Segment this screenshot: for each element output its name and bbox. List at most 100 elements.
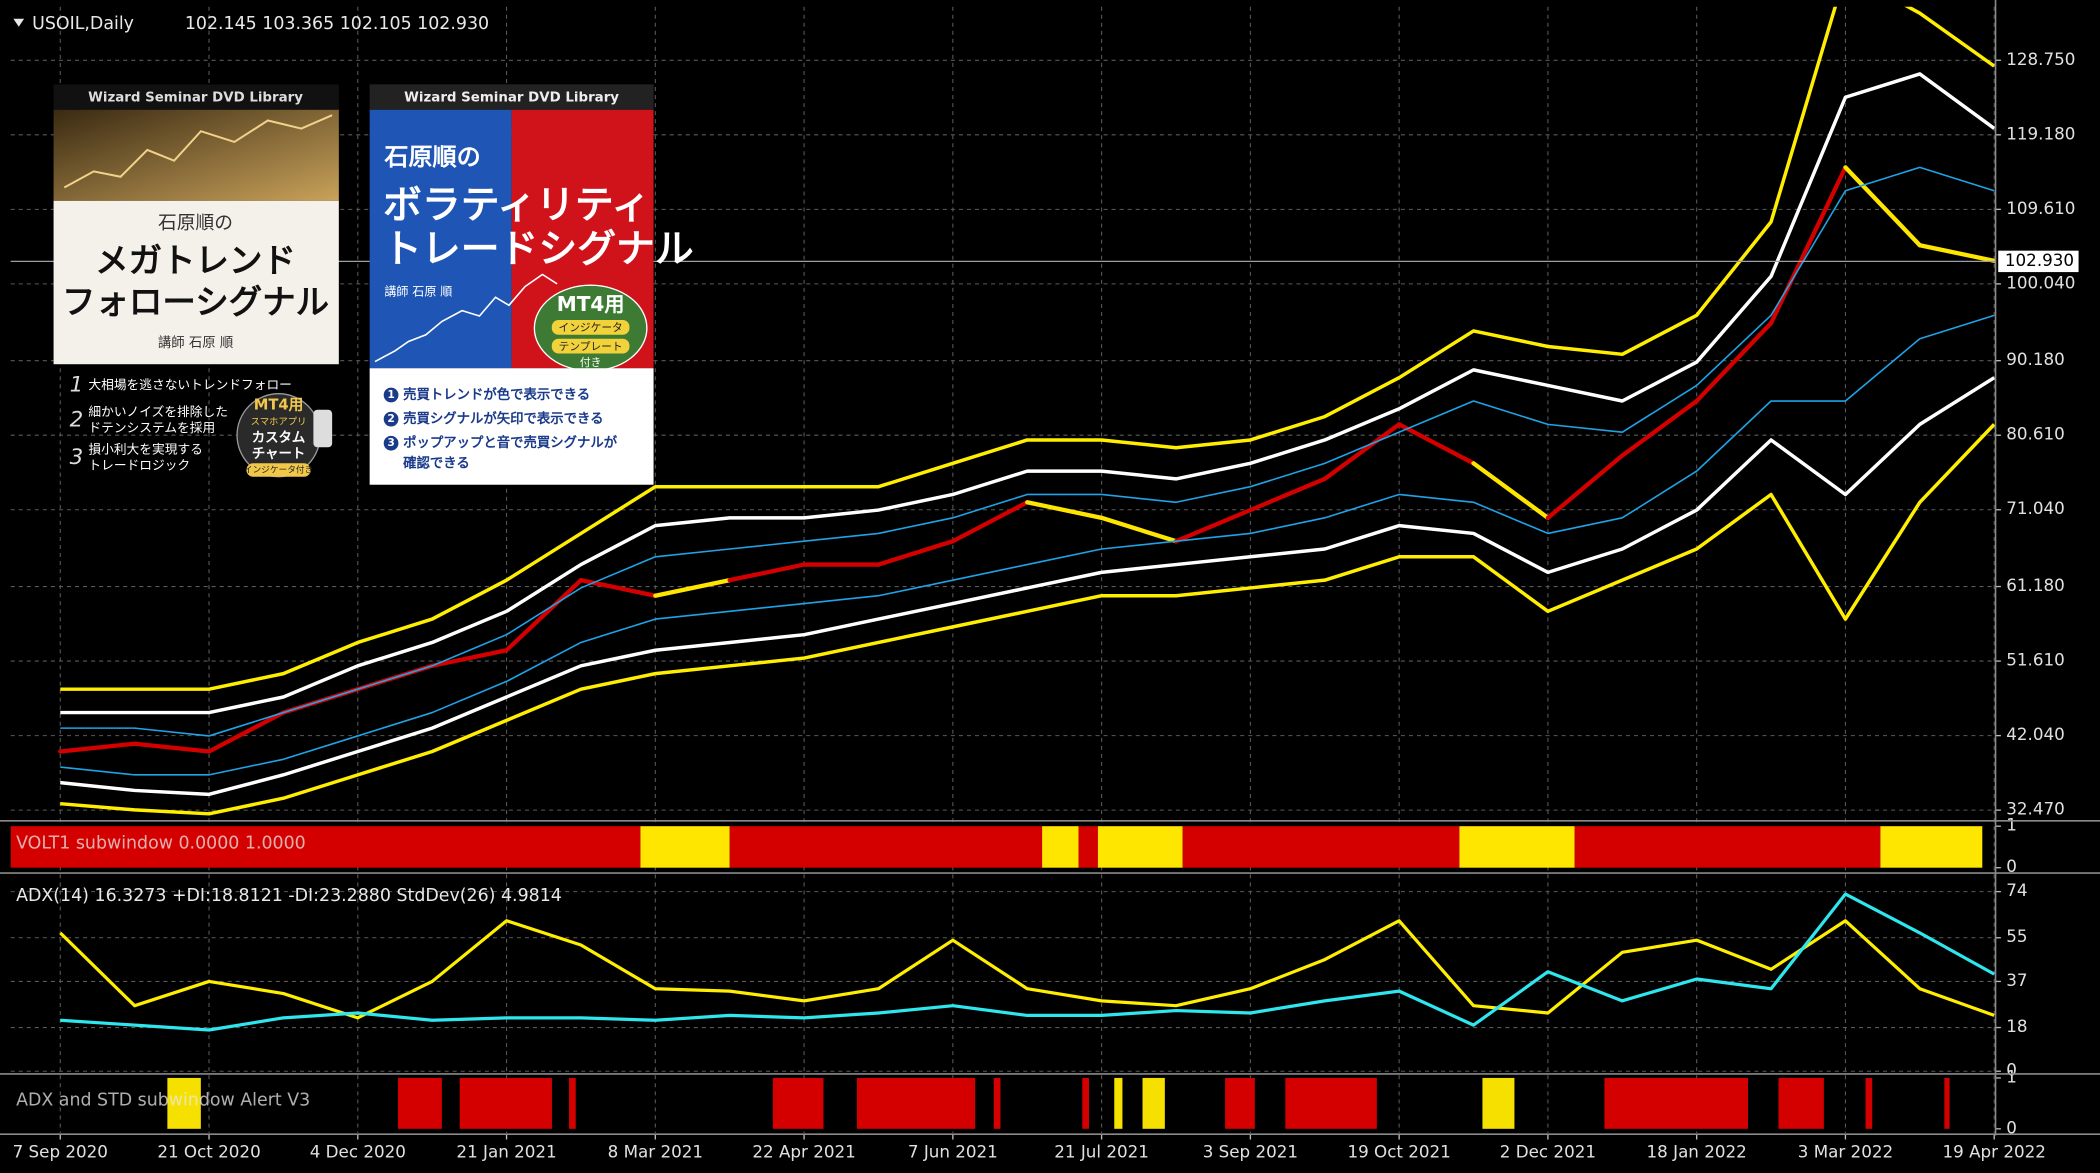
y-tick-label: 32.470 xyxy=(2006,799,2065,819)
signal-block xyxy=(1865,1077,1873,1129)
x-tick-label: 21 Jul 2021 xyxy=(1054,1141,1149,1161)
signal-block xyxy=(1604,1077,1748,1129)
badge-pill xyxy=(246,463,311,477)
signal-block xyxy=(1285,1077,1377,1129)
point-text: 大相場を逃さないトレンドフォロー xyxy=(88,377,292,392)
cover-panel xyxy=(369,368,654,485)
price-segment xyxy=(876,539,955,567)
badge-text: インジケータ付き xyxy=(244,465,314,476)
y-tick-label: 0 xyxy=(2006,1117,2017,1137)
price-segment xyxy=(504,578,584,653)
y-tick-label: 74 xyxy=(2006,880,2027,900)
signal-block xyxy=(856,1077,976,1129)
price-segment xyxy=(1173,507,1253,544)
current-price-label: 102.930 xyxy=(2005,250,2074,270)
point-text: 売買シグナルが矢印で表示できる xyxy=(403,410,603,427)
series-line xyxy=(60,166,1995,737)
price-segment xyxy=(1917,243,1996,263)
ohlc-values: 102.145 103.365 102.105 102.930 xyxy=(185,14,489,34)
y-tick-label: 37 xyxy=(2006,970,2027,990)
cover-title: トレードシグナル xyxy=(383,227,694,272)
y-tick-label: 51.610 xyxy=(2006,650,2065,670)
y-tick-label: 128.750 xyxy=(2006,49,2075,69)
price-segment xyxy=(1545,453,1625,520)
price-segment xyxy=(1768,165,1848,326)
cover-library: Wizard Seminar DVD Library xyxy=(404,91,619,106)
x-tick-label: 7 Sep 2020 xyxy=(13,1141,108,1161)
x-tick-label: 4 Dec 2020 xyxy=(310,1141,406,1161)
x-tick-label: 21 Jan 2021 xyxy=(456,1141,556,1161)
signal-block xyxy=(1574,826,1881,868)
y-tick-label: 119.180 xyxy=(2006,123,2075,143)
series-line xyxy=(60,423,1996,816)
axes-layer: 7 Sep 2020 21 Oct 2020 4 Dec 2020 21 Jan 20… xyxy=(13,49,2079,1161)
dropdown-icon[interactable] xyxy=(13,18,25,27)
x-tick-label: 22 Apr 2021 xyxy=(752,1141,855,1161)
point-number: 3 xyxy=(387,436,394,449)
point-text: 確認できる xyxy=(403,454,470,471)
signal-block xyxy=(1944,1077,1950,1129)
point-number: 2 xyxy=(70,407,84,432)
y-tick-label: 0 xyxy=(2006,856,2017,876)
signal-block xyxy=(569,1077,576,1129)
price-segment xyxy=(653,578,732,598)
y-tick-label: 55 xyxy=(2006,926,2027,946)
price-segment xyxy=(1471,461,1551,520)
cover-title: フォローシグナル xyxy=(62,282,329,321)
signal-block xyxy=(1182,826,1460,868)
price-segment xyxy=(727,562,807,583)
symbol-title: USOIL,Daily xyxy=(32,14,134,34)
point-number: 1 xyxy=(387,388,394,401)
cover-decoration xyxy=(63,114,333,189)
series-line xyxy=(60,314,1995,776)
x-tick-label: 3 Sep 2021 xyxy=(1203,1141,1298,1161)
signal-block xyxy=(1082,1077,1089,1129)
cover-title: メガトレンド xyxy=(95,241,296,280)
cover-panel xyxy=(53,200,339,365)
badge-text: スマホアプリ xyxy=(251,416,307,427)
price-segment xyxy=(206,710,286,754)
y-tick-label: 90.180 xyxy=(2006,349,2065,369)
point-text: 損小利大を実現する xyxy=(88,441,202,456)
badge-text: インジケータ xyxy=(559,321,623,334)
price-segment xyxy=(1322,422,1402,482)
price-segment xyxy=(132,741,212,754)
cover-lecturer: 講師 石原 順 xyxy=(158,335,234,351)
y-tick-label: 1 xyxy=(2006,1066,2017,1086)
cover-lecturer: 講師 石原 順 xyxy=(384,283,452,298)
point-text: 細かいノイズを排除した xyxy=(88,404,228,419)
signal-block xyxy=(10,826,641,868)
price-segment xyxy=(1843,165,1922,248)
signal-block xyxy=(1097,826,1183,868)
x-tick-label: 19 Oct 2021 xyxy=(1347,1141,1450,1161)
point-number: 3 xyxy=(70,445,84,470)
badge-text: MT4用 xyxy=(254,397,304,414)
series-line xyxy=(60,376,1996,797)
signal-block xyxy=(1778,1077,1824,1129)
point-text: ポップアップと音で売買シグナルが xyxy=(403,434,618,451)
cover-bar xyxy=(369,84,654,110)
series-line xyxy=(60,6,1996,691)
x-tick-label: 8 Mar 2021 xyxy=(608,1141,703,1161)
signal-block xyxy=(459,1077,552,1129)
y-tick-label: 71.040 xyxy=(2006,498,2065,518)
cover-photo xyxy=(53,109,339,201)
series-line xyxy=(60,72,1996,715)
signal-block xyxy=(1459,826,1575,868)
badge-text: MT4用 xyxy=(557,292,625,316)
price-segment xyxy=(1248,476,1327,513)
signal-block xyxy=(397,1077,442,1129)
badge-text: 付き xyxy=(580,356,601,369)
badge-pill xyxy=(551,320,630,335)
x-tick-label: 7 Jun 2021 xyxy=(908,1141,998,1161)
y-tick-label: 100.040 xyxy=(2006,272,2075,292)
point-bullet xyxy=(383,411,399,427)
x-tick-label: 19 Apr 2022 xyxy=(1943,1141,2046,1161)
phone-icon xyxy=(313,409,333,448)
cover-decoration xyxy=(374,273,558,363)
price-segment xyxy=(1025,500,1104,520)
dvd-cover-left: Wizard Seminar DVD Library 石原順の メガトレンド フ… xyxy=(53,84,339,478)
signal-block xyxy=(1880,826,1983,868)
